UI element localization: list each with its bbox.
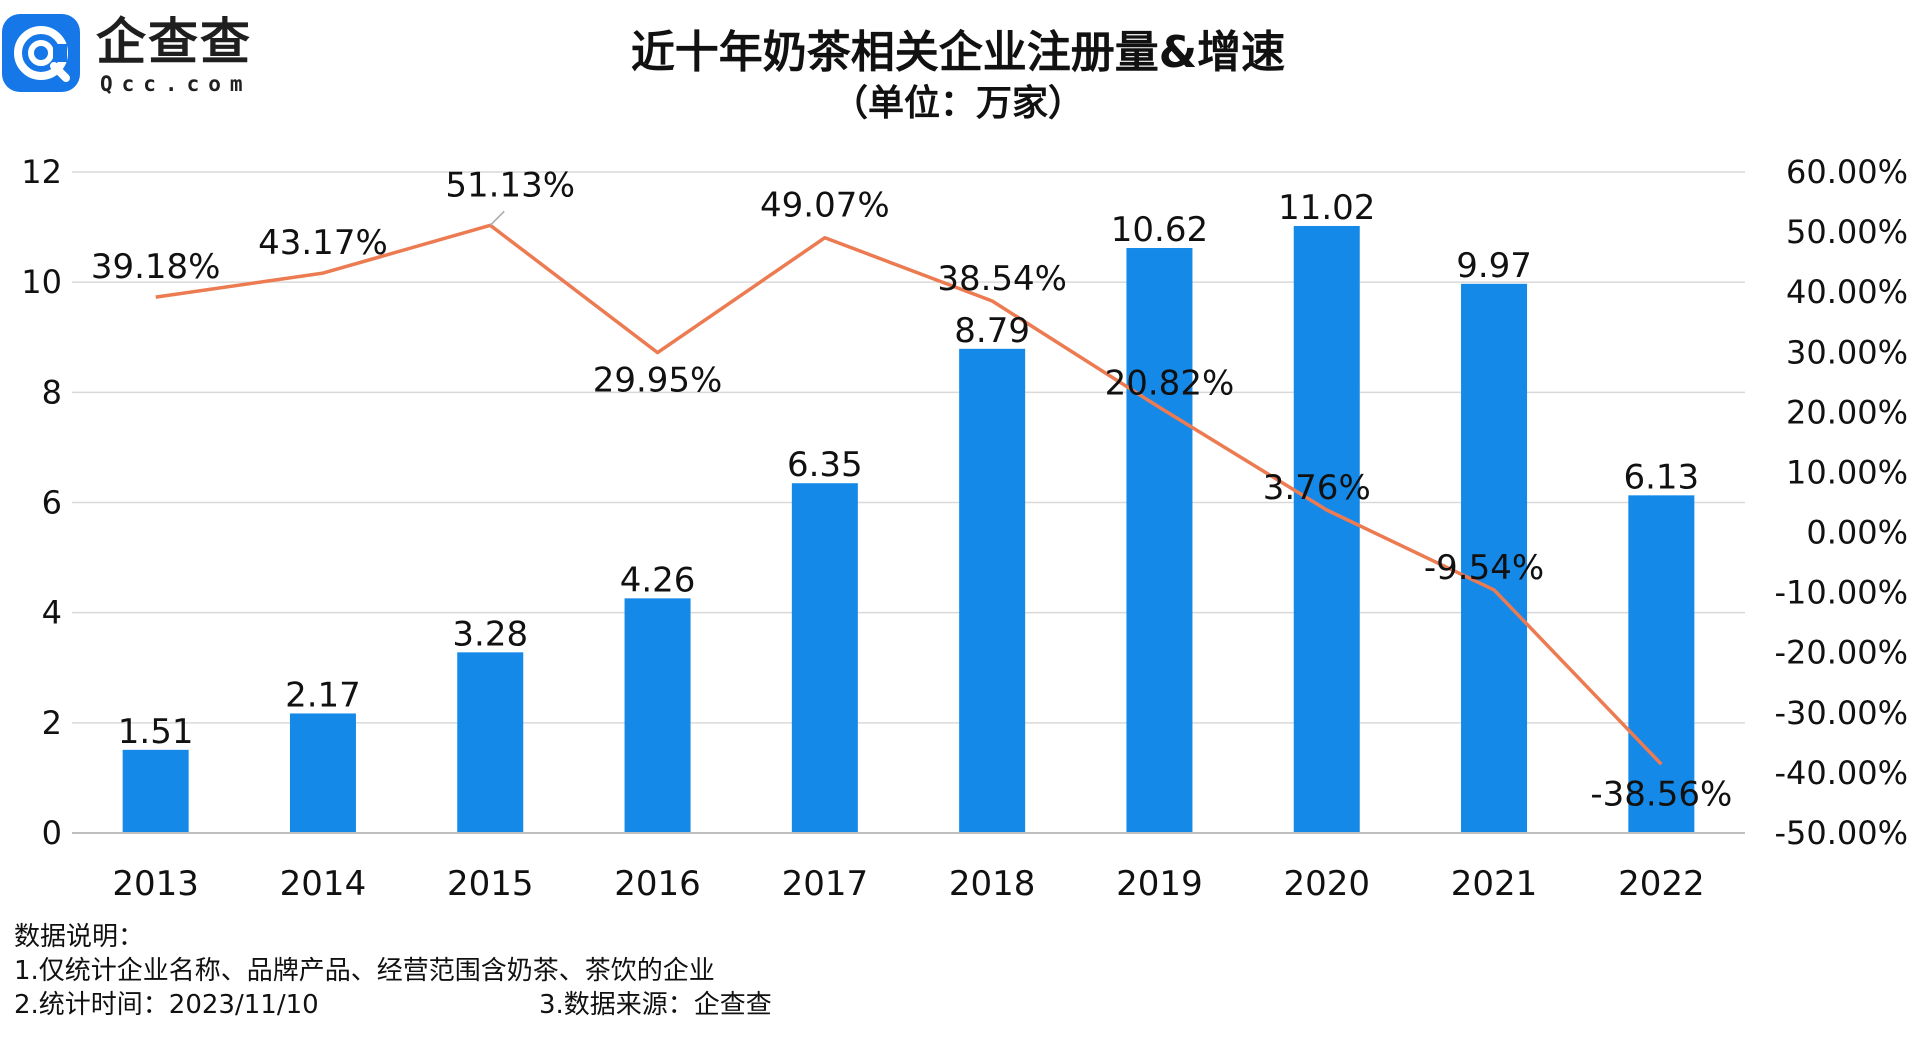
y-left-tick-label: 2 (42, 704, 62, 742)
x-tick-label: 2013 (112, 864, 199, 904)
x-tick-label: 2016 (614, 864, 701, 904)
combo-chart: 1.51 2.17 3.28 4.26 6.35 8.79 10.62 11.02 9.97 6.… (21, 153, 1908, 904)
growth-value-label: 20.82% (1105, 363, 1235, 403)
y-right-tick-label: -30.00% (1774, 694, 1908, 732)
x-tick-label: 2015 (447, 864, 534, 904)
growth-value-label: 3.76% (1263, 468, 1371, 508)
bar-2014 (289, 713, 356, 833)
logo-domain: Qcc.com (100, 72, 252, 96)
growth-value-label: -9.54% (1424, 548, 1544, 588)
growth-rate-line (155, 223, 1663, 766)
bar-value-label: 9.97 (1456, 246, 1532, 286)
x-tick-label: 2021 (1451, 864, 1538, 904)
growth-value-label: 49.07% (760, 186, 890, 226)
bar-value-label: 4.26 (620, 560, 696, 600)
axes: 0 2 4 6 8 10 12 -50.00% -40.00% -30.00% -20.00% -10… (21, 153, 1908, 904)
bar-2018 (959, 348, 1026, 833)
bar-value-label: 8.79 (954, 311, 1030, 351)
y-right-tick-label: -40.00% (1774, 754, 1908, 792)
x-tick-label: 2017 (782, 864, 869, 904)
growth-value-label: 39.18% (91, 247, 221, 287)
growth-line-series (155, 223, 1663, 766)
bar-value-label: 6.35 (787, 445, 863, 485)
y-right-tick-label: -10.00% (1774, 574, 1908, 612)
notes-row-date-source: 2.统计时间：2023/11/10 3.数据来源：企查查 (14, 988, 772, 1022)
bar-value-label: 6.13 (1623, 457, 1699, 497)
x-tick-label: 2020 (1283, 864, 1370, 904)
bar-series (122, 225, 1695, 833)
bar-value-label: 1.51 (118, 712, 194, 752)
y-right-tick-label: 10.00% (1786, 453, 1908, 491)
y-right-tick-label: 50.00% (1786, 213, 1908, 251)
y-left-tick-label: 12 (21, 153, 62, 191)
y-left-tick-label: 8 (42, 373, 62, 411)
bar-2020 (1293, 225, 1360, 833)
y-right-tick-label: 30.00% (1786, 333, 1908, 371)
data-labels: 1.51 2.17 3.28 4.26 6.35 8.79 10.62 11.02 9.97 6.… (91, 165, 1732, 814)
qcc-logo-icon (2, 14, 80, 92)
bar-value-label: 11.02 (1278, 188, 1375, 228)
notes-item-source: 3.数据来源：企查查 (539, 990, 772, 1020)
y-right-tick-label: -20.00% (1774, 634, 1908, 672)
growth-value-label: 29.95% (593, 361, 723, 401)
y-right-tick-label: 0.00% (1806, 514, 1908, 552)
logo-name: 企查查 (96, 13, 252, 71)
y-right-tick-label: 20.00% (1786, 393, 1908, 431)
notes-item-date: 2.统计时间：2023/11/10 (14, 990, 319, 1020)
x-tick-label: 2022 (1618, 864, 1705, 904)
y-right-tick-label: 40.00% (1786, 273, 1908, 311)
bar-value-label: 10.62 (1111, 210, 1208, 250)
qcc-logo: 企查查 Qcc.com (0, 14, 320, 104)
notes-item-scope: 1.仅统计企业名称、品牌产品、经营范围含奶茶、茶饮的企业 (14, 956, 715, 986)
y-left-tick-label: 4 (42, 594, 62, 632)
data-notes: 数据说明： 1.仅统计企业名称、品牌产品、经营范围含奶茶、茶饮的企业 2.统计时… (14, 920, 772, 1022)
bar-2016 (624, 598, 691, 833)
chart-subtitle: （单位：万家） (831, 83, 1084, 124)
bar-2013 (122, 749, 189, 833)
growth-value-label: 43.17% (258, 223, 388, 263)
label-leader-line (489, 210, 505, 226)
growth-value-label: 38.54% (937, 259, 1067, 299)
x-tick-label: 2018 (949, 864, 1036, 904)
notes-heading: 数据说明： (14, 922, 145, 952)
x-tick-label: 2019 (1116, 864, 1203, 904)
y-right-tick-label: 60.00% (1786, 153, 1908, 191)
chart-title: 近十年奶茶相关企业注册量&增速 (630, 27, 1286, 78)
x-tick-label: 2014 (280, 864, 367, 904)
growth-value-label: 51.13% (445, 165, 575, 205)
bar-2021 (1461, 283, 1528, 833)
bar-value-label: 3.28 (452, 614, 528, 654)
y-left-tick-label: 10 (21, 263, 62, 301)
growth-value-label: -38.56% (1590, 774, 1732, 814)
y-left-tick-label: 0 (42, 814, 62, 852)
bar-value-label: 2.17 (285, 675, 361, 715)
bar-2015 (457, 652, 524, 833)
y-right-tick-label: -50.00% (1774, 814, 1908, 852)
bar-2022 (1628, 495, 1695, 833)
bar-2019 (1126, 248, 1193, 833)
bar-2017 (791, 483, 858, 833)
y-left-tick-label: 6 (42, 484, 62, 522)
